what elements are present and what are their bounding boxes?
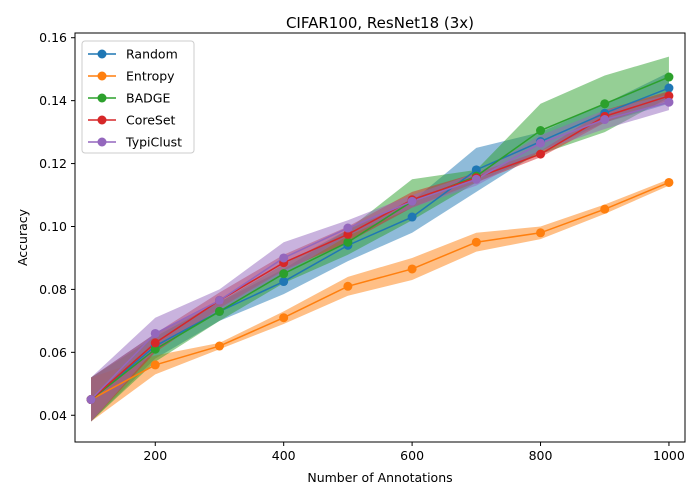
point-random (664, 83, 674, 93)
legend-label-coreset: CoreSet (126, 113, 176, 128)
point-typiclust (536, 138, 546, 148)
y-tick-label: 0.16 (39, 30, 67, 45)
legend-label-badge: BADGE (126, 91, 170, 106)
point-typiclust (86, 395, 96, 405)
point-random (407, 212, 417, 222)
legend-marker-coreset (97, 115, 107, 125)
point-entropy (600, 204, 610, 214)
x-tick-label: 400 (272, 448, 296, 463)
point-coreset (150, 338, 160, 348)
point-badge (536, 126, 546, 136)
line-badge (90, 76, 670, 401)
point-typiclust (150, 328, 160, 338)
point-typiclust (279, 253, 289, 263)
point-badge (150, 344, 160, 354)
point-badge (664, 72, 674, 82)
point-entropy (664, 177, 674, 187)
y-tick-label: 0.06 (39, 345, 67, 360)
point-typiclust (343, 223, 353, 233)
point-typiclust (600, 115, 610, 125)
point-coreset (343, 229, 353, 239)
plot-area (74, 32, 686, 443)
point-entropy (471, 237, 481, 247)
point-random (279, 277, 289, 287)
point-entropy (279, 313, 289, 323)
band-typiclust (91, 94, 669, 422)
y-tick-label: 0.14 (39, 93, 67, 108)
y-axis: 0.04 0.06 0.08 0.10 0.12 0.14 0.16 (39, 30, 75, 423)
legend-marker-badge (97, 93, 107, 103)
series-lines (90, 76, 670, 401)
x-tick-label: 800 (529, 448, 553, 463)
point-entropy (214, 341, 224, 351)
point-entropy (407, 264, 417, 274)
point-badge (600, 99, 610, 109)
x-tick-label: 200 (143, 448, 167, 463)
x-tick-label: 600 (400, 448, 424, 463)
legend-label-typiclust: TypiClust (125, 135, 182, 150)
point-typiclust (214, 295, 224, 305)
band-entropy (91, 179, 669, 422)
legend: Random Entropy BADGE CoreSet TypiClust (81, 40, 195, 154)
line-coreset (90, 95, 670, 401)
line-entropy (90, 181, 670, 401)
point-entropy (536, 228, 546, 238)
point-entropy (343, 281, 353, 291)
point-badge (343, 237, 353, 247)
series-markers (86, 72, 674, 405)
x-axis-label: Number of Annotations (307, 470, 452, 485)
point-typiclust (664, 97, 674, 107)
y-tick-label: 0.04 (39, 408, 67, 423)
point-entropy (150, 360, 160, 370)
y-tick-label: 0.12 (39, 156, 67, 171)
legend-box (81, 40, 195, 154)
point-random (471, 165, 481, 175)
y-tick-label: 0.08 (39, 282, 67, 297)
point-badge (214, 306, 224, 316)
x-axis: 200 400 600 800 1000 (143, 442, 685, 463)
y-axis-label: Accuracy (15, 208, 30, 266)
legend-marker-entropy (97, 71, 107, 81)
legend-label-entropy: Entropy (126, 69, 175, 84)
point-coreset (536, 149, 546, 159)
legend-marker-random (97, 49, 107, 59)
x-tick-label: 1000 (653, 448, 685, 463)
line-random (90, 87, 670, 401)
point-typiclust (407, 196, 417, 206)
point-coreset (664, 91, 674, 101)
line-typiclust (90, 101, 670, 401)
y-tick-label: 0.10 (39, 219, 67, 234)
chart-title: CIFAR100, ResNet18 (3x) (286, 14, 474, 32)
point-typiclust (471, 174, 481, 184)
point-badge (279, 269, 289, 279)
legend-label-random: Random (126, 47, 178, 62)
legend-marker-typiclust (97, 137, 107, 147)
